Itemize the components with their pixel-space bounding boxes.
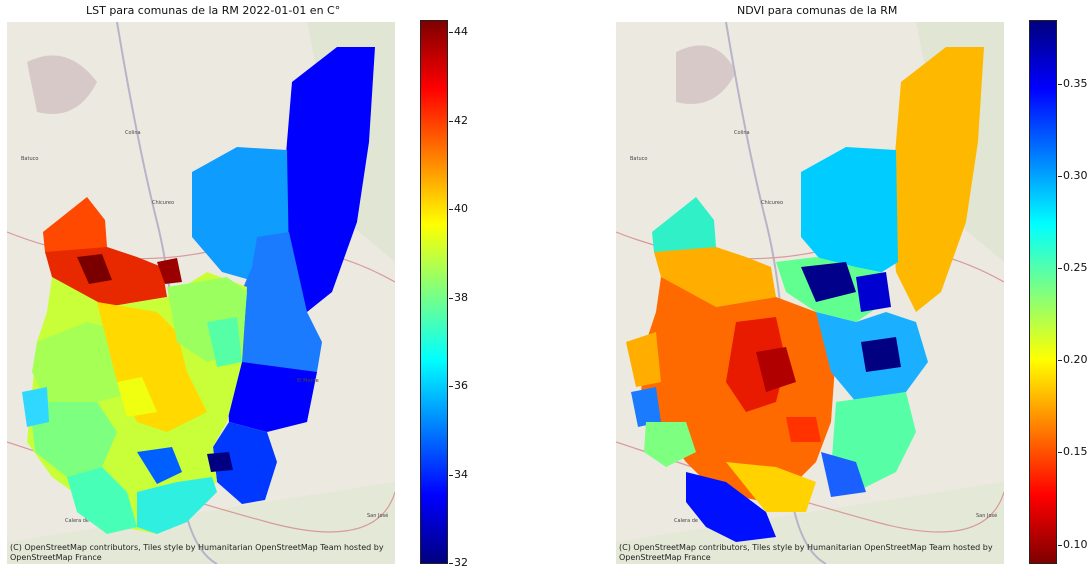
region (631, 387, 661, 427)
lst-colorbar-ticks: 32 34 36 38 40 42 44 (449, 20, 514, 569)
lst-map-title: LST para comunas de la RM 2022-01-01 en … (86, 4, 341, 17)
region (137, 447, 182, 484)
attribution-line-2: OpenStreetMap France (10, 553, 102, 562)
ndvi-map-title: NDVI para comunas de la RM (737, 4, 898, 17)
basemap-south (616, 482, 1004, 564)
attribution-line-1: (C) OpenStreetMap contributors, Tiles st… (10, 543, 384, 552)
town-label-colina: Colina (734, 130, 750, 136)
ndvi-tick-label: 0.30 (1058, 168, 1088, 182)
lst-tick-label: 44 (449, 25, 468, 39)
town-label-calera: Calera de (65, 518, 89, 524)
town-label-colina: Colina (125, 130, 141, 136)
lst-colorbar (420, 20, 448, 564)
region (237, 232, 322, 382)
ndvi-tick-label: 0.20 (1058, 353, 1088, 367)
ndvi-colorbar (1029, 20, 1057, 564)
town-label-chicureo: Chicureo (152, 200, 174, 206)
ndvi-choropleth (626, 47, 984, 542)
town-label-sanjose: San José (367, 512, 388, 519)
region (856, 272, 891, 312)
ndvi-colorbar-ticks: 0.10 0.15 0.20 0.25 0.30 0.35 (1058, 20, 1092, 564)
lst-tick-label: 40 (449, 202, 468, 216)
town-label-batuco: Batuco (21, 156, 38, 162)
lst-map[interactable]: Colina Batuco Chicureo Calera de San Jos… (7, 22, 395, 564)
region (891, 47, 984, 312)
region (801, 147, 898, 282)
region (756, 347, 796, 392)
town-label-sanjose: San José (976, 512, 997, 519)
lst-tick-label: 32 (449, 556, 468, 569)
region (801, 262, 856, 302)
town-label-calera: Calera de (674, 518, 698, 524)
region (77, 254, 112, 284)
region (117, 377, 157, 417)
region (726, 462, 816, 512)
basemap-south (7, 482, 395, 564)
town-label-chicureo: Chicureo (761, 200, 783, 206)
region (97, 302, 207, 432)
lst-map-svg: Colina Batuco Chicureo Calera de San Jos… (7, 22, 395, 564)
ndvi-tick-label: 0.10 (1058, 537, 1088, 551)
town-label-batuco: Batuco (630, 156, 647, 162)
region (22, 387, 49, 427)
region (652, 197, 716, 262)
lst-tick-label: 34 (449, 467, 468, 481)
region (227, 362, 317, 432)
lst-tick-label: 42 (449, 113, 468, 127)
region (821, 452, 866, 497)
region (32, 402, 117, 477)
region (644, 422, 696, 467)
region (213, 422, 277, 504)
region (43, 197, 107, 262)
ndvi-tick-label: 0.15 (1058, 445, 1088, 459)
attribution-line-1: (C) OpenStreetMap contributors, Tiles st… (619, 543, 993, 552)
region (157, 258, 182, 284)
lst-tick-label: 36 (449, 379, 468, 393)
region (686, 472, 776, 542)
region (861, 337, 901, 372)
ndvi-map-svg: Colina Batuco Chicureo Calera de San Jos… (616, 22, 1004, 564)
town-label-lst: El Monte (297, 378, 319, 384)
basemap-mountain (27, 55, 97, 114)
region (207, 317, 242, 367)
region (67, 467, 137, 534)
region (137, 477, 217, 534)
ndvi-map[interactable]: Colina Batuco Chicureo Calera de San Jos… (616, 22, 1004, 564)
ndvi-tick-label: 0.35 (1058, 76, 1088, 90)
ndvi-tick-label: 0.25 (1058, 260, 1088, 274)
region (786, 417, 821, 442)
lst-tick-label: 38 (449, 290, 468, 304)
attribution-line-2: OpenStreetMap France (619, 553, 711, 562)
basemap-mountain (676, 45, 736, 104)
map-attribution: (C) OpenStreetMap contributors, Tiles st… (619, 543, 993, 563)
lst-choropleth (22, 47, 375, 534)
map-attribution: (C) OpenStreetMap contributors, Tiles st… (10, 543, 384, 563)
region (626, 332, 661, 387)
region (207, 452, 233, 472)
region (282, 47, 375, 312)
